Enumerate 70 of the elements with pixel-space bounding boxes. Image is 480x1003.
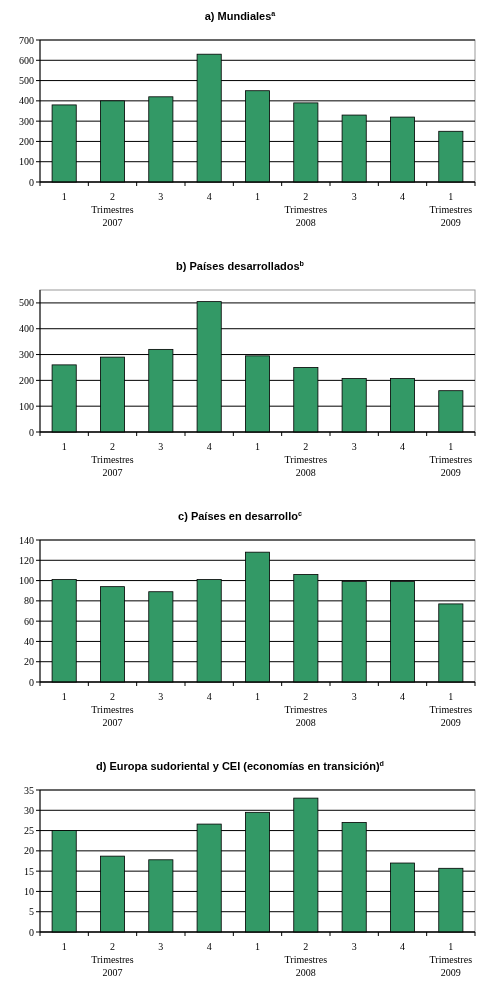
y-tick-label: 300 <box>19 349 34 361</box>
x-tick-label: 4 <box>400 941 405 952</box>
y-tick-label: 300 <box>19 115 34 127</box>
x-tick-label: 1 <box>255 941 260 952</box>
x-tick-label: 4 <box>206 941 212 952</box>
y-tick-label: 120 <box>19 554 34 566</box>
y-tick-label: 200 <box>19 135 34 147</box>
y-tick-label: 5 <box>29 906 34 918</box>
x-tick-label: 2 Trimestres 2007 <box>91 941 134 978</box>
x-tick-label: 2 Trimestres 2008 <box>284 441 328 478</box>
y-tick-label: 600 <box>19 54 34 66</box>
x-tick-label: 3 <box>158 191 164 202</box>
x-tick-label: 3 <box>158 691 164 702</box>
x-tick-label: 4 <box>400 441 405 452</box>
x-tick-label: 1 Trimestres 2009 <box>429 691 473 728</box>
x-tick-label: 1 <box>255 191 260 202</box>
y-tick-label: 30 <box>24 804 34 816</box>
x-tick-label: 3 <box>351 441 357 452</box>
y-tick-label: 500 <box>19 75 34 87</box>
chart-title: d) Europa sudoriental y CEI (economías en transición)$^{d}$ <box>96 760 384 772</box>
x-tick-label: 2 Trimestres 2008 <box>284 941 328 978</box>
x-tick-label: 2 Trimestres 2007 <box>91 691 134 728</box>
y-tick-label: 25 <box>24 825 34 837</box>
x-tick-label: 3 <box>351 691 357 702</box>
y-tick-label: 100 <box>19 400 34 412</box>
x-tick-label: 4 <box>206 691 212 702</box>
chart-title: b) Países desarrollados$^{b}$ <box>176 260 305 272</box>
y-tick-label: 40 <box>24 635 34 647</box>
x-tick-label: 1 Trimestres 2009 <box>429 441 473 478</box>
y-tick-label: 10 <box>24 885 34 897</box>
x-tick-label: 1 <box>61 941 67 952</box>
x-tick-label: 2 Trimestres 2008 <box>284 691 328 728</box>
y-tick-label: 20 <box>24 656 34 668</box>
x-tick-label: 2 Trimestres 2007 <box>91 191 134 228</box>
y-tick-label: 80 <box>24 595 34 607</box>
x-tick-label: 3 <box>158 441 164 452</box>
y-tick-label: 140 <box>19 534 34 546</box>
x-tick-label: 4 <box>400 691 405 702</box>
x-tick-label: 3 <box>158 941 164 952</box>
y-tick-label: 700 <box>19 34 34 46</box>
y-tick-label: 400 <box>19 95 34 107</box>
x-tick-label: 1 <box>255 441 260 452</box>
y-tick-label: 500 <box>19 297 34 309</box>
x-tick-label: 4 <box>206 191 212 202</box>
y-tick-label: 35 <box>24 784 34 796</box>
x-tick-label: 2 Trimestres 2007 <box>91 441 134 478</box>
x-tick-label: 3 <box>351 191 357 202</box>
y-tick-label: 100 <box>19 575 34 587</box>
x-tick-label: 2 Trimestres 2008 <box>284 191 328 228</box>
chart-title: c) Países en desarrollo$^{c}$ <box>178 510 302 522</box>
x-tick-label: 1 Trimestres 2009 <box>429 941 473 978</box>
x-tick-label: 3 <box>351 941 357 952</box>
y-tick-label: 15 <box>24 865 34 877</box>
x-tick-label: 4 <box>206 441 212 452</box>
x-tick-label: 1 <box>61 191 67 202</box>
y-tick-label: 0 <box>29 676 34 688</box>
y-tick-label: 0 <box>29 926 34 938</box>
y-tick-label: 0 <box>29 176 34 188</box>
x-tick-label: 1 <box>255 691 260 702</box>
x-tick-label: 1 <box>61 441 67 452</box>
x-tick-label: 4 <box>400 191 405 202</box>
y-tick-label: 200 <box>19 374 34 386</box>
y-tick-label: 400 <box>19 323 34 335</box>
chart-title: a) Mundiales$^{a}$ <box>204 10 277 22</box>
y-tick-label: 100 <box>19 156 34 168</box>
x-tick-label: 1 <box>61 691 67 702</box>
y-tick-label: 60 <box>24 615 34 627</box>
x-tick-label: 1 Trimestres 2009 <box>429 191 473 228</box>
y-tick-label: 20 <box>24 845 34 857</box>
y-tick-label: 0 <box>29 426 34 438</box>
